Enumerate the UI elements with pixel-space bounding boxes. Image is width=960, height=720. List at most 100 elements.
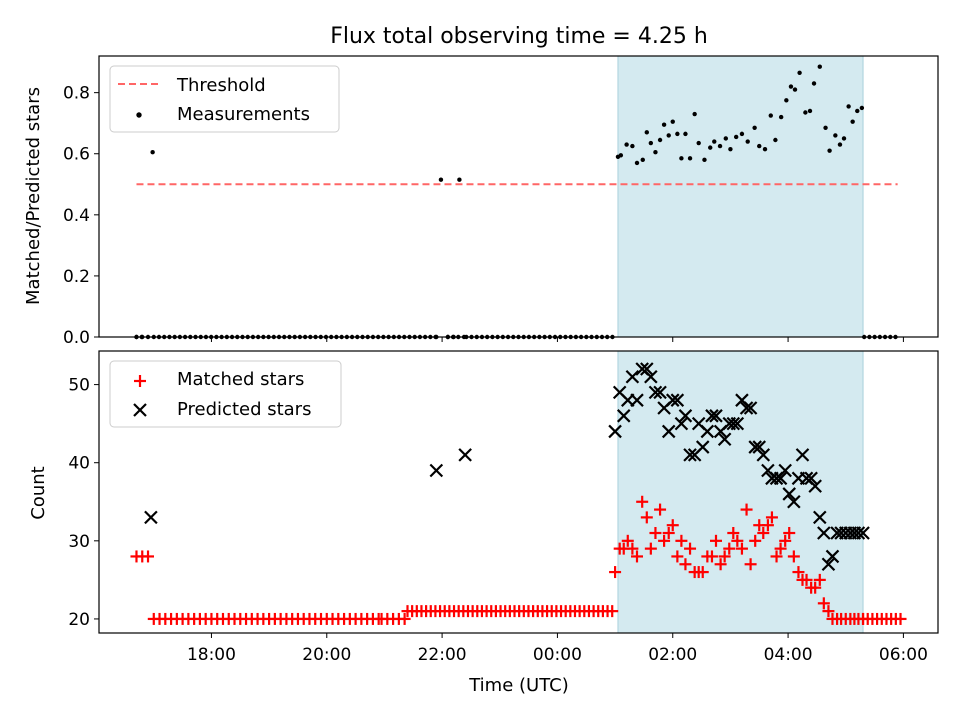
legend-measurements-label: Measurements — [177, 104, 310, 125]
x-tick-label: 18:00 — [187, 645, 236, 665]
measurement-point — [723, 136, 728, 141]
matched-star-point — [740, 503, 753, 516]
predicted-star-point — [825, 549, 840, 564]
matched-star-point — [792, 566, 805, 579]
predicted-star-point — [787, 494, 801, 509]
x-tick-label: 00:00 — [533, 645, 582, 665]
measurement-point — [811, 81, 817, 86]
matched-star-point — [822, 605, 835, 618]
measurement-point — [687, 156, 693, 161]
x-tick-label: 02:00 — [648, 645, 697, 665]
predicted-star-point — [705, 409, 719, 423]
measurement-point — [683, 131, 688, 137]
predicted-star-point — [808, 479, 822, 493]
predicted-star-point — [782, 487, 797, 501]
matched-star-point — [636, 495, 649, 508]
matched-star-point — [662, 527, 675, 540]
measurement-point — [817, 64, 822, 69]
matched-star-point — [709, 534, 722, 547]
axes-frame-bottom — [98, 350, 939, 634]
matched-star-point — [770, 550, 783, 563]
shaded-interval-top — [617, 55, 864, 338]
measurement-point — [630, 143, 635, 149]
x-axis-label: Time (UTC) — [468, 675, 569, 696]
panel-count: 20 30 40 50 18:00 20:00 22:00 00:00 02:00 04:00 0… — [28, 350, 939, 696]
measurement-point — [150, 150, 155, 155]
predicted-star-point — [773, 471, 788, 486]
matched-star-point — [783, 527, 796, 540]
matched-star-point — [779, 534, 792, 547]
measurement-point — [855, 108, 860, 114]
matched-star-point — [749, 534, 762, 547]
measurement-point — [752, 125, 757, 130]
predicted-star-point — [752, 440, 767, 454]
matched-star-point — [765, 511, 778, 524]
measurement-point — [792, 87, 798, 92]
matched-star-point — [621, 534, 634, 547]
measurement-point — [859, 105, 865, 111]
x-tick-label: 22:00 — [418, 645, 467, 665]
measurement-point — [784, 98, 789, 103]
measurement-point — [827, 148, 832, 153]
predicted-star-point — [717, 432, 732, 447]
matched-star-point — [714, 558, 727, 571]
measurement-point — [768, 113, 773, 118]
predicted-star-point — [851, 526, 866, 540]
measurement-point — [648, 140, 654, 146]
matched-star-point — [630, 550, 643, 563]
legend-box-bottom — [109, 360, 342, 428]
matched-star-point — [644, 542, 657, 555]
measurement-point — [841, 136, 847, 141]
matched-star-point — [727, 527, 740, 540]
matched-star-point — [675, 534, 688, 547]
predicted-star-point — [743, 401, 758, 415]
matched-star-point — [626, 542, 639, 555]
measurement-point — [762, 146, 768, 152]
predicted-star-point — [695, 440, 710, 454]
matched-star-point — [718, 550, 731, 563]
y-axis-label-bottom: Count — [28, 466, 49, 519]
matched-star-point — [684, 542, 697, 555]
measurement-point — [634, 160, 640, 166]
predicted-star-point — [756, 448, 771, 462]
matched-star-point — [609, 566, 622, 579]
measurement-point — [696, 140, 701, 146]
legend-bottom: Matched stars Predicted stars — [109, 360, 342, 428]
predicted-star-point — [661, 424, 676, 439]
measurement-point — [728, 146, 733, 152]
matched-star-point — [817, 597, 830, 610]
predicted-star-point — [739, 401, 754, 415]
measurement-point — [675, 131, 680, 137]
measurement-point — [657, 137, 663, 143]
measurement-point — [797, 70, 802, 75]
predicted-star-point — [670, 393, 685, 407]
matched-star-point — [671, 550, 684, 563]
measurement-point — [846, 104, 851, 109]
matched-star-point — [787, 550, 800, 563]
matched-star-point — [398, 612, 411, 625]
measurement-point — [457, 177, 462, 182]
predicted-star-point — [458, 448, 472, 462]
legend-predicted-swatch — [133, 403, 147, 417]
matched-star-point — [774, 542, 787, 555]
predicted-star-point — [678, 409, 693, 423]
legend-matched-swatch — [134, 375, 146, 387]
predicted-star-point — [683, 448, 697, 462]
measurement-point — [670, 119, 675, 124]
measurement-point — [837, 142, 843, 147]
y-tick-label-bottom: 30 — [68, 532, 90, 552]
predicted-star-point — [616, 409, 631, 423]
y-tick-label-top: 0.4 — [63, 206, 90, 226]
chart-title: Flux total observing time = 4.25 h — [330, 24, 708, 49]
predicted-star-point — [813, 510, 827, 525]
measurement-point — [778, 114, 784, 120]
predicted-star-point — [726, 416, 741, 431]
measurement-point — [712, 139, 717, 144]
y-tick-label-top: 0.6 — [63, 145, 90, 165]
predicted-star-point — [644, 370, 658, 384]
measurement-point — [807, 108, 813, 114]
matched-star-point — [813, 573, 826, 586]
matched-star-point — [640, 511, 653, 524]
measurement-point — [823, 125, 828, 130]
x-tick-label: 20:00 — [302, 645, 351, 665]
